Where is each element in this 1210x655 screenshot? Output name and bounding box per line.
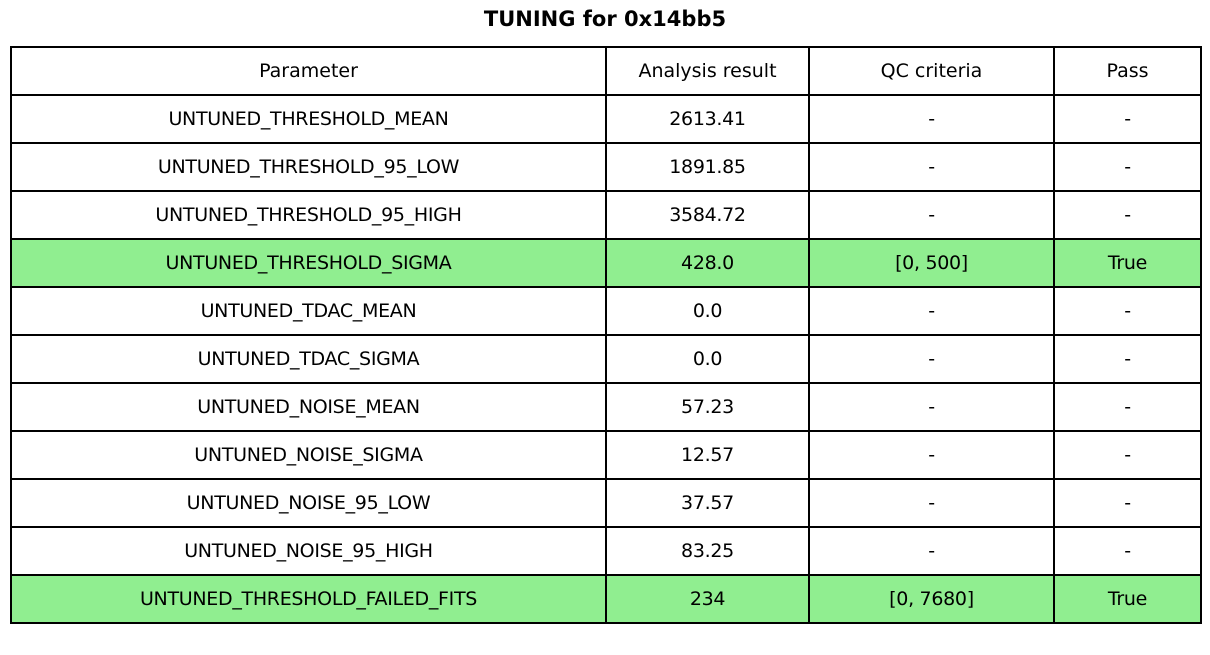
cell-analysis-result: 37.57: [605, 478, 810, 528]
table-body: UNTUNED_THRESHOLD_MEAN 2613.41- - UNTUNED_T…: [10, 94, 1202, 624]
cell-qc-criteria: -: [808, 430, 1055, 480]
cell-analysis-result: 83.25: [605, 526, 810, 576]
cell-pass: -: [1053, 526, 1202, 576]
cell-qc-criteria: -: [808, 526, 1055, 576]
figure-title: TUNING for 0x14bb5: [483, 7, 727, 31]
cell-analysis-result: 0.0: [605, 286, 810, 336]
cell-pass: -: [1053, 94, 1202, 144]
cell-pass: -: [1053, 286, 1202, 336]
cell-qc-criteria: -: [808, 382, 1055, 432]
table-row: UNTUNED_NOISE_MEAN 57.23- -: [10, 382, 1202, 432]
cell-analysis-result: 0.0: [605, 334, 810, 384]
cell-parameter: UNTUNED_NOISE_95_LOW: [10, 478, 607, 528]
tuning-qc-table: Parameter Analysis result QC criteria Pa…: [10, 46, 1202, 624]
table-row: UNTUNED_TDAC_MEAN 0.0- -: [10, 286, 1202, 336]
table-row: UNTUNED_NOISE_SIGMA 12.57- -: [10, 430, 1202, 480]
cell-qc-criteria: -: [808, 142, 1055, 192]
cell-analysis-result: 57.23: [605, 382, 810, 432]
table-row: UNTUNED_THRESHOLD_95_HIGH 3584.72- -: [10, 190, 1202, 240]
cell-parameter: UNTUNED_NOISE_SIGMA: [10, 430, 607, 480]
cell-pass: -: [1053, 382, 1202, 432]
table-row: UNTUNED_TDAC_SIGMA 0.0- -: [10, 334, 1202, 384]
column-header-qc-criteria: QC criteria: [808, 46, 1055, 96]
cell-qc-criteria: -: [808, 286, 1055, 336]
cell-pass: -: [1053, 142, 1202, 192]
cell-parameter: UNTUNED_TDAC_MEAN: [10, 286, 607, 336]
cell-qc-criteria: -: [808, 94, 1055, 144]
cell-analysis-result: 234: [605, 574, 810, 624]
cell-parameter: UNTUNED_NOISE_MEAN: [10, 382, 607, 432]
cell-parameter: UNTUNED_TDAC_SIGMA: [10, 334, 607, 384]
column-header-parameter: Parameter: [10, 46, 607, 96]
cell-qc-criteria: -: [808, 190, 1055, 240]
table-row: UNTUNED_NOISE_95_LOW 37.57- -: [10, 478, 1202, 528]
header-row: Parameter Analysis result QC criteria Pa…: [10, 46, 1202, 96]
cell-analysis-result: 12.57: [605, 430, 810, 480]
cell-parameter: UNTUNED_THRESHOLD_FAILED_FITS: [10, 574, 607, 624]
cell-analysis-result: 2613.41: [605, 94, 810, 144]
cell-pass: True: [1053, 238, 1202, 288]
cell-pass: -: [1053, 334, 1202, 384]
cell-analysis-result: 3584.72: [605, 190, 810, 240]
cell-qc-criteria: [0, 500]: [808, 238, 1055, 288]
cell-qc-criteria: -: [808, 334, 1055, 384]
table-row: UNTUNED_THRESHOLD_MEAN 2613.41- -: [10, 94, 1202, 144]
cell-analysis-result: 1891.85: [605, 142, 810, 192]
table-row: UNTUNED_THRESHOLD_SIGMA 428.0 [0, 500] True: [10, 238, 1202, 288]
table-row: UNTUNED_THRESHOLD_FAILED_FITS 234 [0, 7680…: [10, 574, 1202, 624]
cell-qc-criteria: -: [808, 478, 1055, 528]
cell-pass: -: [1053, 190, 1202, 240]
column-header-analysis-result: Analysis result: [605, 46, 810, 96]
column-header-pass: Pass: [1053, 46, 1202, 96]
cell-parameter: UNTUNED_THRESHOLD_MEAN: [10, 94, 607, 144]
table-header: Parameter Analysis result QC criteria Pa…: [10, 46, 1202, 96]
cell-analysis-result: 428.0: [605, 238, 810, 288]
cell-pass: -: [1053, 478, 1202, 528]
cell-pass: -: [1053, 430, 1202, 480]
table-row: UNTUNED_NOISE_95_HIGH 83.25- -: [10, 526, 1202, 576]
cell-parameter: UNTUNED_THRESHOLD_95_LOW: [10, 142, 607, 192]
cell-qc-criteria: [0, 7680]: [808, 574, 1055, 624]
cell-pass: True: [1053, 574, 1202, 624]
cell-parameter: UNTUNED_THRESHOLD_95_HIGH: [10, 190, 607, 240]
cell-parameter: UNTUNED_THRESHOLD_SIGMA: [10, 238, 607, 288]
table-row: UNTUNED_THRESHOLD_95_LOW 1891.85- -: [10, 142, 1202, 192]
cell-parameter: UNTUNED_NOISE_95_HIGH: [10, 526, 607, 576]
